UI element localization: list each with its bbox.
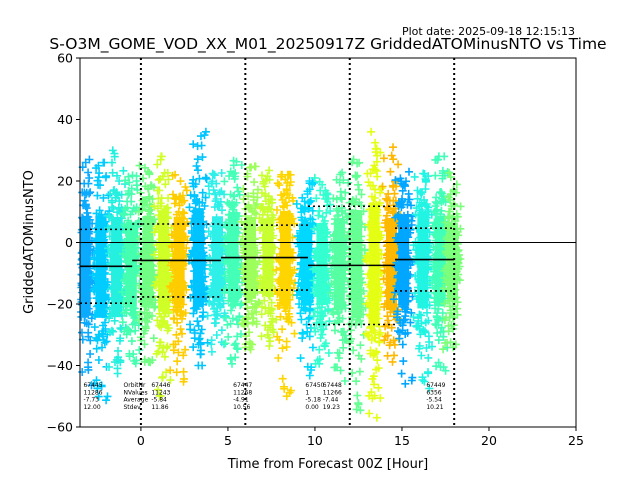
- orbit-stat-text: 67449: [426, 382, 445, 389]
- axis-ticks: 0 5 10 15 20 25 −60 −40 −20 0 20 40 60: [47, 51, 584, 449]
- orbit-core-15: [333, 218, 345, 310]
- orbit-stat-text: -5.18: [305, 397, 321, 404]
- orbit-stat-text: -7.44: [323, 397, 339, 404]
- orbit-points-1: [88, 158, 114, 405]
- orbit-markers-7: [185, 127, 212, 370]
- x-tick-label: 0: [137, 433, 145, 448]
- orbit-points-4: [134, 161, 160, 367]
- orbit-stat-text: Stdev: [124, 404, 142, 411]
- y-tick-label: −20: [47, 297, 73, 312]
- orbit-stat-text: 0.00: [305, 404, 319, 411]
- orbit-markers-14: [308, 173, 336, 368]
- chart-title: S-O3M_GOME_VOD_XX_M01_20250917Z GriddedA…: [49, 35, 606, 54]
- orbit-stat-text: 67448: [323, 382, 342, 389]
- forecast-time-lines: [139, 58, 456, 427]
- orbit-stat-text: 11.86: [151, 404, 168, 411]
- orbit-stat-text: 12.00: [83, 404, 100, 411]
- orbit-stat-text: -4.91: [233, 397, 249, 404]
- orbit-stat-text: 19.23: [323, 404, 340, 411]
- x-tick-label: 15: [394, 433, 410, 448]
- orbit-points-8: [203, 169, 232, 356]
- bin-statistics: [80, 205, 576, 326]
- x-tick-label: 20: [481, 433, 497, 448]
- orbit-stat-text: 67447: [233, 382, 252, 389]
- orbit-points-0: [77, 155, 99, 390]
- orbit-stat-text: 67445: [83, 382, 102, 389]
- orbit-points-14: [308, 173, 336, 368]
- orbit-stat-text: 10.21: [426, 404, 443, 411]
- orbit-markers-4: [134, 161, 160, 367]
- orbit-stat-text: -5.84: [151, 397, 167, 404]
- orbit-stat-text: -7.73: [83, 397, 99, 404]
- orbit-points-21: [428, 152, 454, 375]
- orbit-stat-text: 67450: [305, 382, 324, 389]
- x-tick-label: 10: [307, 433, 323, 448]
- orbit-stat-text: 11243: [151, 389, 170, 396]
- orbit-markers-21: [428, 152, 454, 375]
- x-tick-label: 5: [224, 433, 232, 448]
- y-tick-label: −40: [47, 358, 73, 373]
- orbit-stat-text: NValues: [124, 389, 148, 396]
- orbit-stat-text: 11266: [323, 389, 342, 396]
- orbit-stat-text: -5.54: [426, 397, 442, 404]
- y-tick-label: −60: [47, 420, 73, 435]
- orbit-stat-text: 6356: [426, 389, 441, 396]
- orbit-stat-text: 10.56: [233, 404, 250, 411]
- y-tick-label: 0: [65, 235, 73, 250]
- orbit-points-7: [185, 127, 212, 370]
- x-axis-label: Time from Forecast 00Z [Hour]: [227, 457, 429, 472]
- orbit-markers-17: [361, 127, 386, 422]
- orbit-stat-text: Average: [124, 397, 149, 404]
- orbit-markers-3: [118, 171, 144, 368]
- orbit-points-17: [361, 127, 386, 422]
- x-tick-label: 25: [568, 433, 584, 448]
- scatter-points: [77, 127, 465, 422]
- orbit-points-20: [409, 169, 436, 393]
- plot-date: Plot date: 2025-09-18 12:15:13: [402, 25, 575, 38]
- y-tick-label: 40: [57, 112, 73, 127]
- orbit-stat-text: 1: [305, 389, 309, 396]
- y-axis-label: GriddedATOMinusNTO: [22, 170, 37, 314]
- orbit-stat-text: 11286: [83, 389, 102, 396]
- orbit-markers-20: [409, 169, 436, 393]
- orbit-markers-8: [203, 169, 232, 356]
- orbit-markers-12: [271, 170, 299, 401]
- orbit-points-12: [271, 170, 299, 401]
- orbit-markers-1: [88, 158, 114, 405]
- orbit-markers-0: [77, 155, 99, 390]
- orbit-markers-11: [255, 166, 281, 350]
- orbit-stat-text: 67446: [151, 382, 170, 389]
- orbit-stat-text: 11268: [233, 389, 252, 396]
- y-tick-label: 60: [57, 51, 73, 66]
- orbit-points-3: [118, 171, 144, 368]
- orbit-stat-text: OrbitNr: [124, 382, 147, 389]
- y-tick-label: 20: [57, 174, 73, 189]
